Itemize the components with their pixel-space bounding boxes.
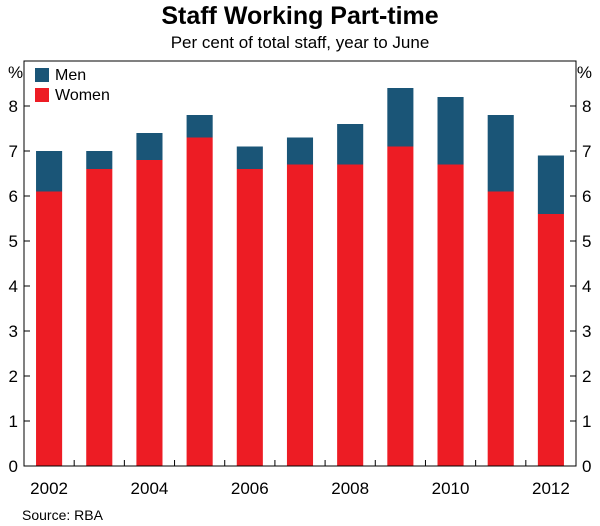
y-tick-label-left-0: 0	[9, 457, 18, 476]
chart-subtitle: Per cent of total staff, year to June	[171, 33, 430, 52]
y-tick-label-right-4: 4	[582, 277, 591, 296]
bar-women-2003	[86, 169, 113, 466]
chart-title: Staff Working Part-time	[161, 2, 438, 30]
y-tick-label-left-5: 5	[9, 232, 18, 251]
bar-men-2009	[387, 88, 414, 147]
y-tick-label-right-5: 5	[582, 232, 591, 251]
x-axis-ticks: 2002 2004 2006 2008 2010 2012	[30, 460, 570, 498]
x-tick-label-2010: 2010	[432, 479, 470, 498]
legend: Men Women	[35, 67, 110, 104]
y-tick-label-left-2: 2	[9, 367, 18, 386]
y-tick-label-left-6: 6	[9, 187, 18, 206]
y-tick-label-left-1: 1	[9, 412, 18, 431]
bar-men-2002	[36, 151, 63, 192]
legend-swatch-women	[35, 88, 49, 102]
bar-men-2007	[286, 137, 314, 165]
bar-women-2011	[487, 191, 514, 466]
y-tick-label-right-1: 1	[582, 412, 591, 431]
source-note: Source: RBA	[22, 507, 104, 523]
bar-men-2004	[136, 133, 163, 160]
bar-women-2008	[337, 164, 364, 466]
bars-layer	[36, 88, 564, 466]
bar-women-2009	[387, 146, 414, 466]
y-tick-label-right-3: 3	[582, 322, 591, 341]
bar-men-2006	[236, 146, 263, 169]
y-tick-label-left-8: 8	[9, 97, 18, 116]
y-unit-right: %	[577, 63, 592, 82]
x-tick-label-2012: 2012	[532, 479, 570, 498]
bar-women-2004	[136, 160, 163, 466]
bar-men-2005	[186, 115, 213, 138]
bar-men-2008	[337, 124, 364, 165]
bar-men-2003	[86, 151, 113, 169]
bar-men-2012	[537, 155, 564, 214]
bar-women-2010	[437, 164, 464, 466]
y-unit-left: %	[8, 63, 23, 82]
x-tick-label-2008: 2008	[331, 479, 369, 498]
bar-women-2012	[537, 214, 564, 466]
y-tick-label-left-3: 3	[9, 322, 18, 341]
bar-women-2005	[186, 137, 213, 466]
legend-swatch-men	[35, 68, 49, 82]
y-tick-label-right-2: 2	[582, 367, 591, 386]
bar-women-2007	[286, 164, 314, 466]
y-tick-label-right-0: 0	[582, 457, 591, 476]
y-tick-label-right-7: 7	[582, 142, 591, 161]
bar-women-2006	[236, 169, 263, 466]
legend-label-women: Women	[55, 87, 110, 104]
y-tick-label-right-8: 8	[582, 97, 591, 116]
bar-men-2010	[437, 97, 464, 165]
y-tick-label-left-4: 4	[9, 277, 18, 296]
legend-label-men: Men	[55, 67, 86, 84]
x-tick-label-2006: 2006	[231, 479, 269, 498]
plot-area-frame	[23, 60, 577, 467]
x-tick-label-2002: 2002	[30, 479, 68, 498]
bar-men-2011	[487, 115, 514, 192]
y-tick-label-left-7: 7	[9, 142, 18, 161]
bar-women-2002	[36, 191, 63, 466]
y-axis-ticks: 0 0 1 1 2 2 3 3 4 4 5 5 6 6 7 7 8 8	[9, 97, 592, 476]
x-tick-label-2004: 2004	[131, 479, 169, 498]
y-tick-label-right-6: 6	[582, 187, 591, 206]
